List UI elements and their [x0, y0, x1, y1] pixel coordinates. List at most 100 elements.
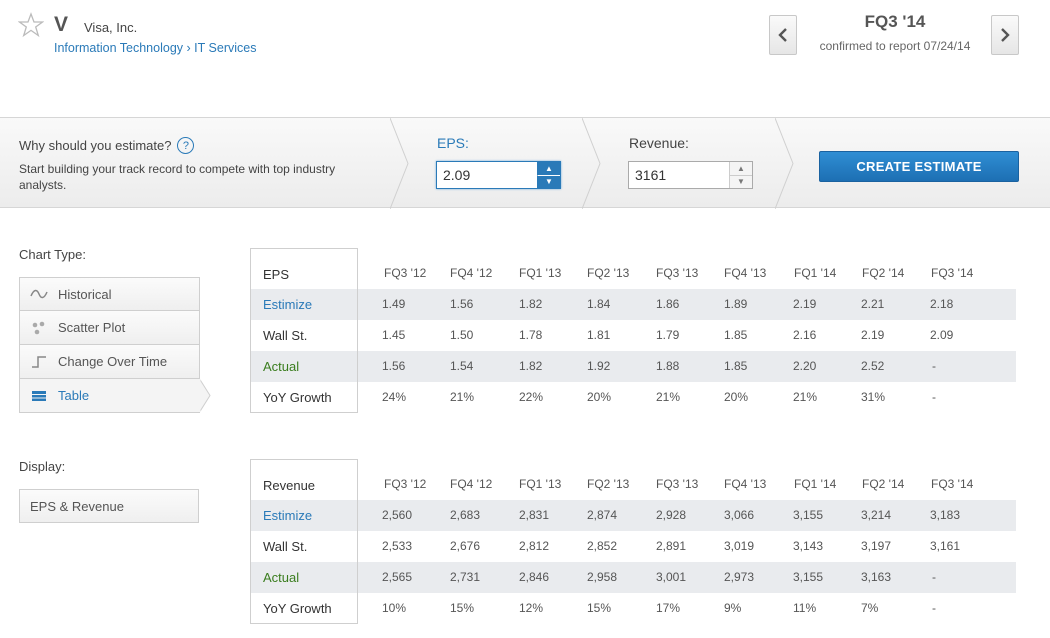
table-row: Wall St. 1.45 1.50 1.78 1.81 1.79 1.85 2…	[250, 320, 1016, 351]
table-row: Estimize 2,560 2,683 2,831 2,874 2,928 3…	[250, 500, 1016, 531]
table-cell: 20%	[724, 390, 749, 404]
table-cell: 2,958	[587, 570, 618, 584]
eps-decrement-button[interactable]: ▼	[537, 175, 560, 188]
table-cell: 1.56	[450, 297, 474, 311]
table-cell: 2,831	[519, 508, 550, 522]
company-name: Visa, Inc.	[84, 20, 138, 35]
table-row: Estimize 1.49 1.56 1.82 1.84 1.86 1.89 2…	[250, 289, 1016, 320]
eps-increment-button[interactable]: ▲	[537, 162, 560, 176]
table-cell: 1.81	[587, 328, 611, 342]
chart-type-label: Scatter Plot	[58, 320, 126, 335]
column-header: FQ1 '13	[519, 266, 562, 280]
table-header: Revenue FQ3 '12 FQ4 '12 FQ1 '13 FQ2 '13 …	[250, 459, 1016, 500]
breadcrumb-sector[interactable]: Information Technology	[54, 41, 184, 55]
step-icon	[32, 355, 46, 368]
chart-type-label: Table	[58, 388, 90, 403]
column-header: FQ4 '12	[450, 266, 493, 280]
table-cell: 21%	[450, 390, 475, 404]
breadcrumb-industry[interactable]: IT Services	[194, 41, 257, 55]
eps-table: EPS FQ3 '12 FQ4 '12 FQ1 '13 FQ2 '13 FQ3 …	[250, 248, 1016, 413]
table-cell: 3,066	[724, 508, 755, 522]
table-cell: 3,143	[793, 539, 824, 553]
table-row: Actual 1.56 1.54 1.82 1.92 1.88 1.85 2.2…	[250, 351, 1016, 382]
table-cell: 3,214	[861, 508, 892, 522]
table-cell: 2,565	[382, 570, 413, 584]
table-cell: 2,973	[724, 570, 755, 584]
create-estimate-button[interactable]: CREATE ESTIMATE	[819, 151, 1019, 182]
column-header: FQ4 '12	[450, 477, 493, 491]
table-cell: 1.50	[450, 328, 474, 342]
row-label: Wall St.	[250, 320, 358, 351]
chart-type-historical[interactable]: Historical	[19, 277, 200, 311]
table-cell: 3,001	[656, 570, 687, 584]
eps-input[interactable]	[437, 162, 537, 188]
wave-icon	[30, 289, 48, 299]
table-cell: 12%	[519, 601, 544, 615]
breadcrumb: Information Technology › IT Services	[54, 41, 256, 55]
previous-quarter-button[interactable]	[769, 15, 797, 55]
table-cell: 1.89	[724, 297, 748, 311]
table-cell: 2,928	[656, 508, 687, 522]
estimate-description: Start building your track record to comp…	[19, 162, 336, 192]
revenue-stepper: ▲ ▼	[628, 161, 753, 189]
table-cell: 7%	[861, 601, 879, 615]
next-quarter-button[interactable]	[991, 15, 1019, 55]
chart-type-scatter[interactable]: Scatter Plot	[19, 311, 200, 345]
why-estimate: Why should you estimate? ?	[19, 137, 195, 154]
table-row: Actual 2,565 2,731 2,846 2,958 3,001 2,9…	[250, 562, 1016, 593]
table-cell: 2,676	[450, 539, 481, 553]
column-header: FQ1 '13	[519, 477, 562, 491]
table-cell: 1.82	[519, 297, 543, 311]
table-cell: 2.52	[861, 359, 885, 373]
help-icon[interactable]: ?	[177, 137, 195, 154]
divider-chevron-icon	[775, 118, 794, 209]
chart-type-change-over-time[interactable]: Change Over Time	[19, 345, 200, 379]
why-estimate-text: Why should you estimate?	[19, 138, 172, 153]
table-cell: 1.54	[450, 359, 474, 373]
display-label: Display:	[19, 459, 66, 474]
table-icon	[32, 390, 46, 401]
table-cell: 1.84	[587, 297, 611, 311]
column-header: FQ2 '14	[862, 477, 905, 491]
revenue-input[interactable]	[629, 162, 729, 188]
table-cell: 3,163	[861, 570, 892, 584]
divider-chevron-icon	[582, 118, 601, 209]
breadcrumb-separator: ›	[186, 41, 191, 55]
chevron-right-icon	[1001, 28, 1010, 42]
table-cell: 1.79	[656, 328, 680, 342]
table-cell: 21%	[656, 390, 681, 404]
table-cell: 31%	[861, 390, 886, 404]
row-label: Estimize	[250, 289, 358, 320]
table-cell: 1.45	[382, 328, 406, 342]
revenue-increment-button[interactable]: ▲	[729, 162, 752, 176]
table-cell: 2.09	[930, 328, 954, 342]
column-header: FQ3 '14	[931, 477, 974, 491]
table-cell: 1.56	[382, 359, 406, 373]
revenue-table: Revenue FQ3 '12 FQ4 '12 FQ1 '13 FQ2 '13 …	[250, 459, 1016, 624]
table-cell: 2,560	[382, 508, 413, 522]
eps-label: EPS:	[437, 135, 469, 151]
row-label: Estimize	[250, 500, 358, 531]
chart-type-table[interactable]: Table	[19, 378, 211, 413]
table-cell: 2.19	[793, 297, 817, 311]
table-cell: 1.85	[724, 359, 748, 373]
table-cell: 3,155	[793, 570, 824, 584]
table-cell: 1.92	[587, 359, 611, 373]
display-selector[interactable]: EPS & Revenue	[19, 489, 199, 523]
table-cell: 10%	[382, 601, 407, 615]
table-cell: 1.85	[724, 328, 748, 342]
favorite-star-icon[interactable]	[18, 12, 44, 38]
table-cell: 3,183	[930, 508, 961, 522]
table-cell: 3,161	[930, 539, 961, 553]
table-cell: 1.49	[382, 297, 406, 311]
column-header: FQ3 '13	[656, 477, 699, 491]
chart-type-label: Change Over Time	[58, 354, 168, 369]
ticker-symbol: V	[54, 13, 69, 36]
chart-type-label: Historical	[58, 286, 112, 302]
table-cell: 2.18	[930, 297, 954, 311]
table-cell: 3,019	[724, 539, 755, 553]
table-cell: 2,852	[587, 539, 618, 553]
revenue-decrement-button[interactable]: ▼	[729, 175, 752, 188]
table-cell: 21%	[793, 390, 818, 404]
column-header: FQ3 '12	[384, 477, 427, 491]
